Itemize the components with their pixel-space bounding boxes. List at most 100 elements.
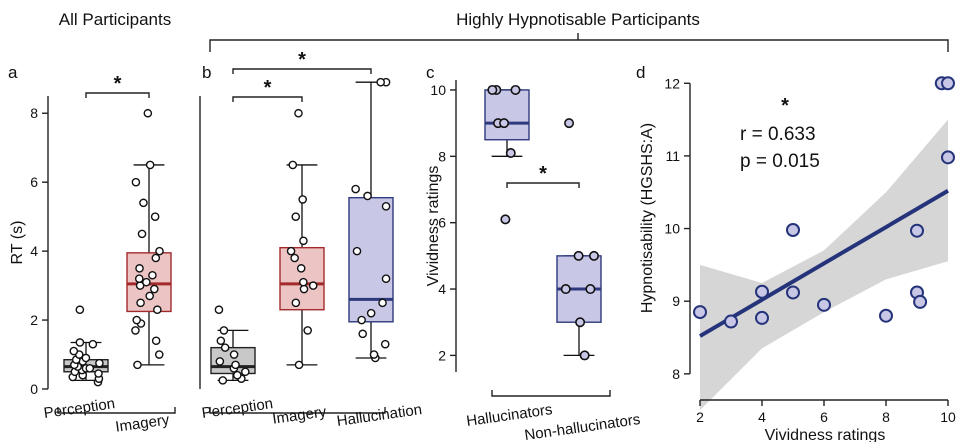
x-axis-line [57,407,176,414]
data-point [369,350,379,359]
data-point [573,250,584,261]
data-point [299,284,309,294]
data-point [575,317,586,328]
panel-label-c: c [426,63,435,82]
data-point [75,305,85,315]
data-point [879,308,893,323]
significance-bracket [506,182,580,188]
significance-bracket [232,96,303,102]
data-point [294,360,304,370]
panel-label-b: b [202,63,211,82]
x-tick-label: 4 [758,409,766,425]
data-point [381,274,391,283]
x-axis-line [491,390,611,397]
data-point [153,305,162,315]
box-imagery [126,108,172,370]
data-point [755,310,769,325]
box-hallucinators [484,84,530,225]
data-point [291,298,301,308]
data-point [294,108,303,118]
correlation-p: p = 0.015 [740,151,820,172]
data-point [150,212,160,221]
data-point [352,246,362,256]
box-iqr [484,89,530,141]
data-point [381,202,391,211]
data-point [131,177,141,187]
data-point [817,297,831,312]
panel-label-a: a [8,63,18,82]
y-tick-label: 4 [30,243,38,259]
x-tick-label: 10 [940,409,956,425]
data-point [560,284,571,295]
header-highly-hypnotisable: Highly Hypnotisable Participants [456,10,700,29]
data-point [505,148,516,159]
x-tick-label: 8 [882,409,890,425]
y-axis-title: Vividness ratings [425,166,442,287]
y-tick-label: 2 [30,312,38,328]
data-point [376,77,385,87]
data-point [724,314,738,329]
significance-star: * [539,163,547,185]
x-category-label: Imagery [114,411,171,435]
box-perception [210,305,256,385]
data-point [69,346,79,356]
data-point [499,118,510,129]
box-hallucination [348,77,394,363]
data-point [579,350,590,361]
data-point [232,370,242,380]
data-point [564,118,575,129]
significance-star: * [114,73,122,95]
data-point [366,308,376,318]
data-point [75,338,85,347]
data-point [941,76,955,91]
data-point [241,367,250,377]
x-category-label: Perception [201,395,274,422]
data-point [290,253,299,263]
y-tick-label: 11 [665,148,680,164]
y-tick-label: 8 [438,148,446,164]
y-tick-label: 8 [672,366,680,382]
data-point [786,285,800,300]
panel-d-scatter: 8 9 10 11 12 2 4 6 8 10 Vividness ratings Hypnotisa… [639,75,956,442]
data-point [363,191,372,201]
data-point [88,339,98,349]
data-point [308,281,318,290]
data-point [95,358,104,368]
data-point [133,360,142,370]
significance-star: * [264,77,272,99]
data-point [150,284,159,294]
data-point [298,195,307,204]
data-point [145,291,154,301]
x-tick-label: 6 [820,409,828,425]
y-tick-label: 2 [438,347,446,363]
data-point [585,284,596,295]
y-axis-title: RT (s) [9,221,26,265]
data-point [229,350,239,359]
data-point [288,160,298,170]
data-point [136,298,145,308]
data-point [299,277,308,287]
data-point [913,294,928,309]
data-point [155,246,164,256]
box-perception [63,305,109,387]
y-tick-label: 9 [672,293,680,309]
data-point [296,264,306,273]
data-point [139,198,148,208]
data-point [755,284,769,299]
data-point [143,108,153,118]
significance-star: * [298,49,306,71]
data-point [220,343,230,352]
y-tick-label: 6 [438,215,446,231]
data-point [145,160,155,170]
data-point [693,305,707,320]
data-point [378,298,387,308]
data-point [215,357,225,366]
header-all-participants: All Participants [59,10,171,29]
y-tick-label: 0 [30,381,38,397]
data-point [132,315,142,325]
data-point [134,274,144,283]
box-imagery [279,108,325,370]
data-point [142,277,151,287]
y-tick-label: 4 [438,281,446,297]
